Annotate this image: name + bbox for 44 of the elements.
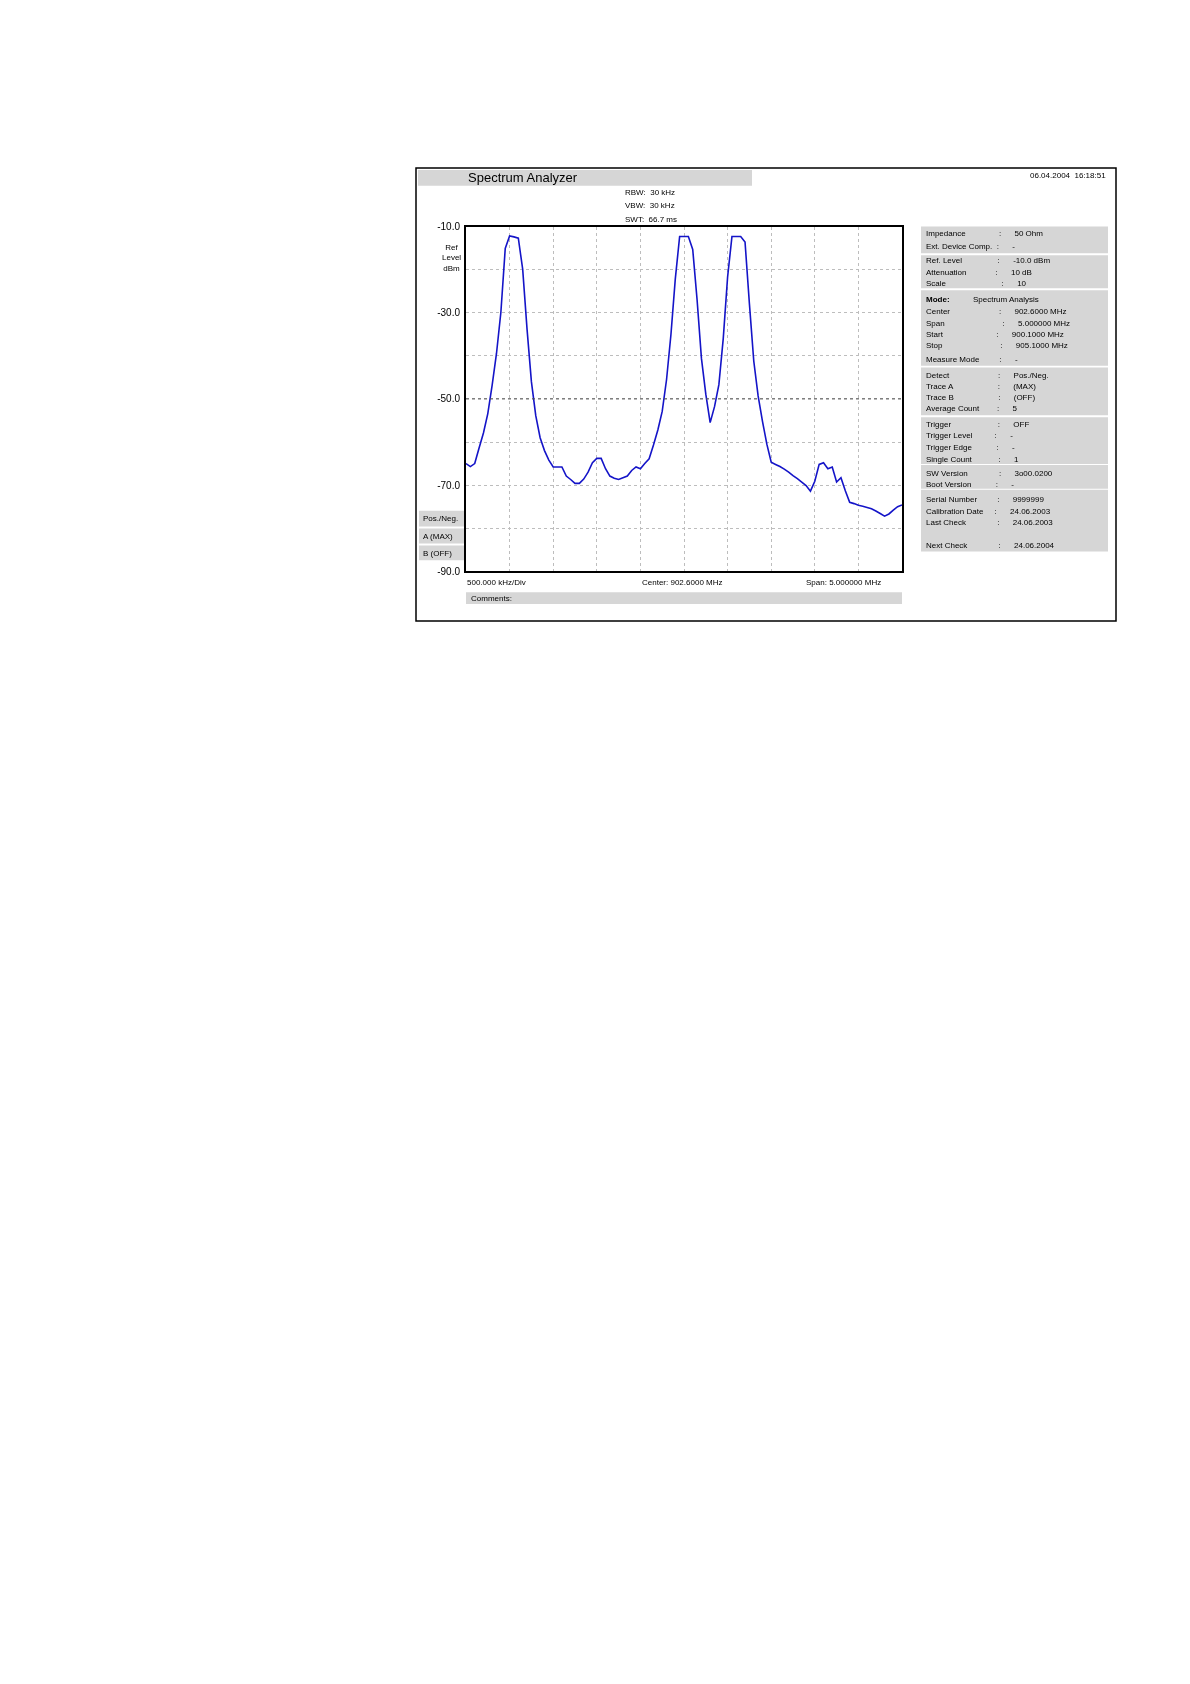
- text: Trigger Level : -: [926, 431, 1014, 440]
- text: B (OFF): [423, 549, 453, 558]
- text: Span : 5.000000 MHz: [926, 319, 1071, 328]
- text: Last Check : 24.06.2003: [926, 518, 1054, 527]
- text: Trace B : (OFF): [926, 393, 1036, 402]
- text: VBW: 30 kHz: [625, 201, 675, 210]
- y-tick-label: -30.0: [437, 307, 461, 319]
- line-series: [466, 235, 902, 517]
- text: Calibration Date : 24.06.2003: [926, 507, 1051, 516]
- text: Serial Number : 9999999: [926, 495, 1045, 504]
- text: Start : 900.1000 MHz: [926, 330, 1064, 339]
- text: Stop : 905.1000 MHz: [926, 341, 1068, 350]
- text: Ext. Device Comp. : -: [926, 242, 1016, 251]
- text: Detect : Pos./Neg.: [926, 371, 1049, 380]
- y-tick-label: -50.0: [437, 393, 461, 405]
- y-tick-label: -70.0: [437, 479, 461, 491]
- y-tick-label: -90.0: [437, 565, 461, 577]
- text: Next Check : 24.06.2004: [926, 541, 1055, 550]
- text: SW Version : 3o00.0200: [926, 469, 1053, 478]
- text: Boot Version : -: [926, 480, 1015, 489]
- text: Ref. Level : -10.0 dBm: [926, 256, 1051, 265]
- text: RBW: 30 kHz: [625, 188, 676, 197]
- chart-title: Spectrum Analyzer: [468, 170, 578, 185]
- text: SWT: 66.7 ms: [625, 215, 678, 224]
- text: 06.04.2004 16:18:51: [1030, 171, 1107, 180]
- y-axis-title: Ref Level dBm: [442, 243, 462, 273]
- text: 500.000 kHz/Div: [467, 578, 526, 587]
- text: A (MAX): [423, 532, 454, 541]
- text: Scale : 10: [926, 279, 1027, 288]
- text: Single Count : 1: [926, 455, 1020, 464]
- text: Trigger Edge : -: [926, 443, 1015, 452]
- text: Pos./Neg.: [423, 514, 459, 523]
- text: Span: 5.000000 MHz: [806, 578, 882, 587]
- text: Measure Mode : -: [926, 355, 1018, 364]
- text: Trace A : (MAX): [926, 382, 1037, 391]
- text: Comments:: [471, 594, 512, 603]
- text: Average Count : 5: [926, 404, 1018, 413]
- y-tick-label: -10.0: [437, 221, 461, 233]
- text: Mode: Spectrum Analysis: [926, 295, 1039, 304]
- text: Center: 902.6000 MHz: [642, 578, 723, 587]
- text: Attenuation : 10 dB: [926, 268, 1032, 277]
- text: Impedance : 50 Ohm: [926, 229, 1044, 238]
- text: Center : 902.6000 MHz: [926, 307, 1067, 316]
- text: Trigger : OFF: [926, 420, 1030, 429]
